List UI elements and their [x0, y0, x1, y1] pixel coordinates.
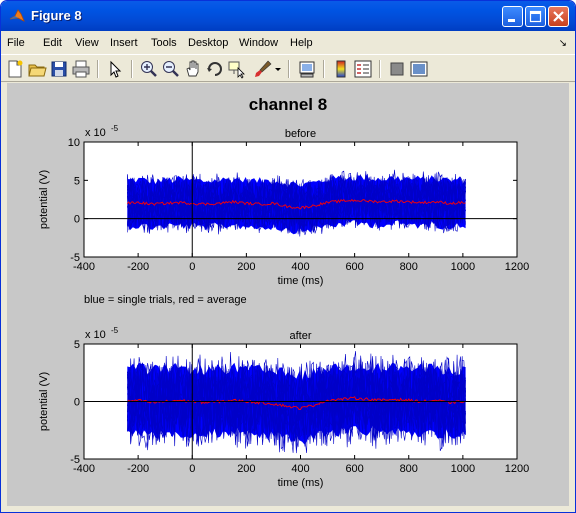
- single-trial-line: [127, 172, 466, 234]
- link-plot-icon[interactable]: [297, 59, 317, 79]
- legend-icon[interactable]: [353, 59, 373, 79]
- y-tick-label: 0: [74, 214, 80, 226]
- toolbar-separator: [131, 60, 133, 78]
- x-axis-label: time (ms): [278, 275, 324, 287]
- y-tick-label: 5: [74, 339, 80, 351]
- after-axes[interactable]: after -400 -200 0 200 400 600 800 1000 1200 -5 0 5 x …: [7, 315, 569, 495]
- y-tick-label: -5: [70, 252, 80, 264]
- rotate-3d-icon[interactable]: [205, 59, 225, 79]
- y-axis-label: potential (V): [38, 170, 50, 229]
- open-file-icon[interactable]: [27, 59, 47, 79]
- x-tick-label: -400: [73, 463, 95, 475]
- pan-hand-icon[interactable]: [183, 59, 203, 79]
- figure-toolbar: [1, 54, 575, 82]
- single-trials-group: [126, 351, 466, 454]
- x-tick-label: 1000: [451, 463, 475, 475]
- x-tick-label: -200: [127, 261, 149, 273]
- maximize-button[interactable]: [525, 6, 546, 27]
- colorbar-icon[interactable]: [331, 59, 351, 79]
- minimize-icon: [508, 19, 515, 22]
- toolbar-separator: [288, 60, 290, 78]
- plot-caption: blue = single trials, red = average: [84, 294, 247, 306]
- average-line: [126, 198, 466, 210]
- data-cursor-icon[interactable]: [227, 59, 247, 79]
- x-tick-label: -200: [127, 463, 149, 475]
- x-tick-label: 200: [237, 463, 255, 475]
- menu-help[interactable]: Help: [290, 37, 313, 49]
- average-line: [126, 396, 466, 410]
- toolbar-separator: [97, 60, 99, 78]
- zoom-out-icon[interactable]: [161, 59, 181, 79]
- y-exponent-label: x 10: [85, 329, 106, 341]
- print-icon[interactable]: [71, 59, 91, 79]
- y-exponent-value: -5: [111, 124, 119, 133]
- close-button[interactable]: [548, 6, 569, 27]
- menu-tools[interactable]: Tools: [151, 37, 177, 49]
- axes-title: before: [285, 128, 316, 140]
- x-tick-label: 0: [189, 261, 195, 273]
- minimize-button[interactable]: [502, 6, 523, 27]
- menu-insert[interactable]: Insert: [110, 37, 138, 49]
- single-trial-line: [127, 358, 466, 449]
- figure-title: channel 8: [248, 95, 328, 114]
- single-trial-line: [127, 171, 466, 234]
- menu-file[interactable]: File: [7, 37, 25, 49]
- y-tick-label: 10: [68, 137, 80, 149]
- brush-icon[interactable]: [253, 59, 273, 79]
- x-tick-label: 600: [345, 261, 363, 273]
- window-title: Figure 8: [31, 8, 82, 23]
- toolbar-separator: [323, 60, 325, 78]
- x-tick-label: 400: [291, 463, 309, 475]
- close-icon: [553, 11, 564, 22]
- hide-plot-tools-icon[interactable]: [387, 59, 407, 79]
- brush-dropdown-icon[interactable]: [273, 59, 283, 79]
- x-tick-label: 200: [237, 261, 255, 273]
- toolbar-separator: [379, 60, 381, 78]
- menu-window[interactable]: Window: [239, 37, 279, 49]
- menu-edit[interactable]: Edit: [43, 37, 62, 49]
- new-figure-icon[interactable]: [5, 59, 25, 79]
- zoom-in-icon[interactable]: [139, 59, 159, 79]
- single-trial-line: [127, 355, 466, 451]
- axes-title: after: [289, 330, 311, 342]
- before-axes[interactable]: before -400 -200 0 200 400 600 800 1000 1200 -5 0 5 1…: [7, 113, 569, 293]
- show-plot-tools-icon[interactable]: [409, 59, 429, 79]
- x-tick-label: 800: [400, 261, 418, 273]
- x-tick-label: 0: [189, 463, 195, 475]
- maximize-icon: [529, 10, 542, 23]
- x-tick-label: 800: [400, 463, 418, 475]
- y-exponent-value: -5: [111, 326, 119, 335]
- title-bar[interactable]: Figure 8: [1, 1, 575, 31]
- x-tick-label: 1200: [505, 463, 529, 475]
- y-exponent-label: x 10: [85, 127, 106, 139]
- single-trial-line: [127, 356, 466, 448]
- menu-bar: File Edit View Insert Tools Desktop Wind…: [1, 32, 575, 54]
- x-tick-label: 600: [345, 463, 363, 475]
- single-trial-line: [127, 358, 466, 452]
- edit-plot-arrow-icon[interactable]: [105, 59, 125, 79]
- x-tick-label: 1000: [451, 261, 475, 273]
- matlab-logo-icon: [9, 9, 25, 22]
- dock-arrow-icon[interactable]: ↘: [558, 38, 567, 49]
- y-tick-label: -5: [70, 454, 80, 466]
- x-tick-label: -400: [73, 261, 95, 273]
- menu-view[interactable]: View: [75, 37, 99, 49]
- x-tick-label: 1200: [505, 261, 529, 273]
- x-axis-label: time (ms): [278, 477, 324, 489]
- x-tick-label: 400: [291, 261, 309, 273]
- save-icon[interactable]: [49, 59, 69, 79]
- menu-desktop[interactable]: Desktop: [188, 37, 229, 49]
- y-tick-label: 5: [74, 175, 80, 187]
- y-axis-label: potential (V): [38, 372, 50, 431]
- y-tick-label: 0: [74, 397, 80, 409]
- figure-canvas: channel 8 before -400 -200 0 200 400 600 800 100…: [7, 83, 569, 506]
